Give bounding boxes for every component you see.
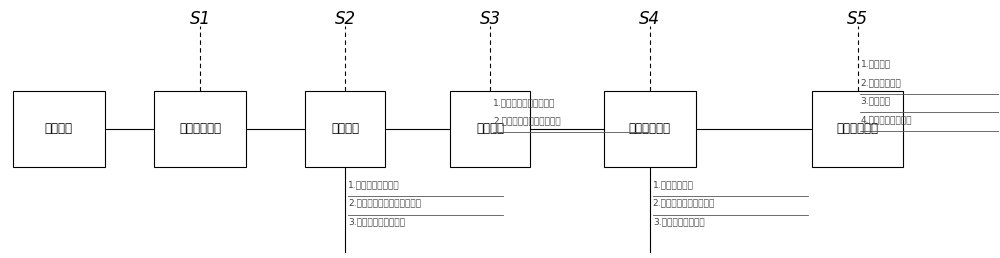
Text: S3: S3 xyxy=(479,10,501,28)
Text: 监控测试过程: 监控测试过程 xyxy=(629,123,671,135)
FancyBboxPatch shape xyxy=(812,91,903,167)
Text: 配置任务: 配置任务 xyxy=(331,123,359,135)
Text: 创建测试任务: 创建测试任务 xyxy=(179,123,221,135)
FancyBboxPatch shape xyxy=(154,91,246,167)
Text: 输出测试结果: 输出测试结果 xyxy=(837,123,879,135)
FancyBboxPatch shape xyxy=(305,91,385,167)
Text: 1.配置任务基础信息: 1.配置任务基础信息 xyxy=(348,180,400,189)
Text: 3.目标的被测试状态: 3.目标的被测试状态 xyxy=(653,217,704,226)
Text: S4: S4 xyxy=(639,10,660,28)
Text: 2.测试过程中容器的性能: 2.测试过程中容器的性能 xyxy=(653,199,715,208)
FancyBboxPatch shape xyxy=(13,91,105,167)
Text: 3.检测时间: 3.检测时间 xyxy=(860,97,891,106)
Text: 1.使用流量: 1.使用流量 xyxy=(860,60,891,69)
Text: 开始测试: 开始测试 xyxy=(476,123,504,135)
Text: 2.设置手动开始或自动开始: 2.设置手动开始或自动开始 xyxy=(493,117,561,126)
Text: S1: S1 xyxy=(190,10,211,28)
Text: 1.判断是否满足测试要求: 1.判断是否满足测试要求 xyxy=(493,98,555,107)
Text: 2.选择任务的检查类型和内容: 2.选择任务的检查类型和内容 xyxy=(348,199,421,208)
FancyBboxPatch shape xyxy=(604,91,696,167)
Text: 4.被测目标性能曲线: 4.被测目标性能曲线 xyxy=(860,115,912,124)
Text: 2.使用测试模块: 2.使用测试模块 xyxy=(860,78,901,87)
FancyBboxPatch shape xyxy=(450,91,530,167)
Text: 用户前端: 用户前端 xyxy=(45,123,73,135)
Text: S5: S5 xyxy=(847,10,868,28)
Text: 1.测试过程流量: 1.测试过程流量 xyxy=(653,180,694,189)
Text: S2: S2 xyxy=(335,10,356,28)
Text: 3.配置任务的限定条件: 3.配置任务的限定条件 xyxy=(348,217,405,226)
